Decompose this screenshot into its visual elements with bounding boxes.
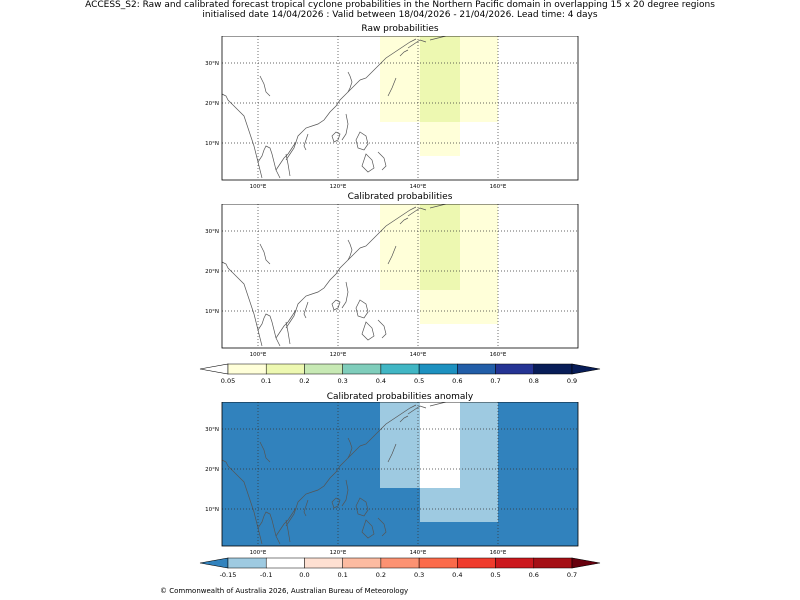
- latitude-tick-label: 30°N: [205, 427, 219, 433]
- colorbar-segment: [265, 557, 305, 569]
- colorbar-segment: [304, 557, 343, 569]
- colorbar-over-extension: [571, 557, 601, 569]
- anomaly-panel-title: Calibrated probabilities anomaly: [326, 392, 474, 402]
- longitude-tick-label: 120°E: [330, 550, 347, 556]
- longitude-tick-label: 140°E: [410, 184, 427, 190]
- colorbar-tick-label: 0.8: [529, 377, 539, 385]
- probability-cell: [420, 204, 460, 290]
- colorbar-tick-label: 0.5: [414, 377, 424, 385]
- colorbar-under-extension: [199, 557, 229, 569]
- colorbar-tick-label: 0.4: [376, 377, 386, 385]
- colorbar-tick-label: 0.6: [529, 571, 539, 579]
- probability-cell: [420, 402, 460, 488]
- raw-panel-title: Raw probabilities: [361, 24, 439, 34]
- raw-probabilities-map: 100°E 120°E 140°E 160°E 10°N 20°N 30°N: [205, 36, 579, 190]
- colorbar-segment: [533, 557, 573, 569]
- coastline: [221, 36, 447, 179]
- probability-cell: [460, 204, 498, 324]
- longitude-tick-label: 100°E: [250, 184, 267, 190]
- probability-colorbar: 0.05 0.1 0.2 0.3 0.4 0.5 0.6 0.7 0.8 0.9: [199, 363, 601, 385]
- colorbar-tick-label: 0.4: [452, 571, 462, 579]
- colorbar-tick-label: 0.9: [567, 377, 577, 385]
- colorbar-tick-label: 0.2: [299, 377, 309, 385]
- coastline: [221, 402, 447, 545]
- probability-cell: [420, 488, 460, 522]
- colorbar-tick-label: -0.15: [220, 571, 237, 579]
- colorbar-tick-label: 0.3: [414, 571, 424, 579]
- longitude-tick-label: 160°E: [490, 352, 507, 358]
- map-frame: [221, 36, 579, 181]
- latitude-tick-label: 20°N: [205, 269, 219, 275]
- colorbar-tick-label: 0.05: [221, 377, 235, 385]
- colorbar-tick-label: 0.6: [452, 377, 462, 385]
- colorbar-under-extension: [199, 363, 229, 375]
- longitude-tick-label: 120°E: [330, 352, 347, 358]
- probability-cell: [420, 36, 460, 122]
- colorbar-segment: [380, 363, 420, 375]
- longitude-tick-label: 160°E: [490, 184, 507, 190]
- latitude-tick-label: 30°N: [205, 229, 219, 235]
- probability-cell: [380, 204, 420, 290]
- latitude-tick-label: 30°N: [205, 61, 219, 67]
- colorbar-segment: [265, 363, 305, 375]
- map-frame: [221, 204, 579, 349]
- latitude-tick-label: 10°N: [205, 141, 219, 147]
- colorbar-tick-label: 0.1: [261, 377, 271, 385]
- colorbar-segment: [342, 363, 382, 375]
- figure-title-line2: initialised date 14/04/2026 : Valid betw…: [202, 10, 598, 20]
- colorbar-tick-label: 0.3: [337, 377, 347, 385]
- colorbar-segment: [533, 363, 573, 375]
- latitude-tick-label: 20°N: [205, 467, 219, 473]
- anomaly-colorbar: -0.15 -0.1 0.0 0.1 0.2 0.3 0.4 0.5 0.6 0.7: [199, 557, 601, 579]
- colorbar-tick-label: 0.2: [376, 571, 386, 579]
- colorbar-segment: [418, 363, 458, 375]
- colorbar-segment: [418, 557, 458, 569]
- copyright-footer: © Commonwealth of Australia 2026, Austra…: [160, 587, 409, 595]
- probability-cell: [380, 36, 420, 122]
- colorbar-tick-label: 0.7: [567, 571, 577, 579]
- probability-cell: [420, 122, 460, 156]
- probability-cell: [420, 290, 460, 324]
- probability-cell: [460, 402, 498, 522]
- colorbar-segment: [457, 363, 496, 375]
- colorbar-segment: [380, 557, 420, 569]
- colorbar-segment: [227, 557, 267, 569]
- figure-title-line1: ACCESS_S2: Raw and calibrated forecast t…: [85, 0, 715, 10]
- calibrated-probabilities-map: 100°E 120°E 140°E 160°E 10°N 20°N 30°N: [205, 204, 579, 358]
- colorbar-segment: [495, 557, 535, 569]
- longitude-tick-label: 100°E: [250, 352, 267, 358]
- map-frame: [221, 402, 579, 547]
- latitude-tick-label: 10°N: [205, 309, 219, 315]
- colorbar-segment: [495, 363, 535, 375]
- colorbar-tick-label: 0.5: [490, 571, 500, 579]
- longitude-tick-label: 100°E: [250, 550, 267, 556]
- probability-cell: [380, 402, 420, 488]
- longitude-tick-label: 140°E: [410, 550, 427, 556]
- colorbar-segment: [342, 557, 382, 569]
- longitude-tick-label: 140°E: [410, 352, 427, 358]
- colorbar-segment: [304, 363, 343, 375]
- colorbar-tick-label: 0.1: [337, 571, 347, 579]
- colorbar-segment: [457, 557, 496, 569]
- calibrated-panel-title: Calibrated probabilities: [347, 192, 453, 202]
- colorbar-over-extension: [571, 363, 601, 375]
- colorbar-tick-label: -0.1: [260, 571, 273, 579]
- longitude-tick-label: 120°E: [330, 184, 347, 190]
- colorbar-segment: [227, 363, 267, 375]
- anomaly-map: 100°E 120°E 140°E 160°E 10°N 20°N 30°N: [205, 402, 579, 556]
- longitude-tick-label: 160°E: [490, 550, 507, 556]
- latitude-tick-label: 10°N: [205, 507, 219, 513]
- latitude-tick-label: 20°N: [205, 101, 219, 107]
- probability-cell: [460, 36, 498, 122]
- colorbar-tick-label: 0.7: [490, 377, 500, 385]
- colorbar-tick-label: 0.0: [299, 571, 309, 579]
- coastline: [221, 204, 447, 347]
